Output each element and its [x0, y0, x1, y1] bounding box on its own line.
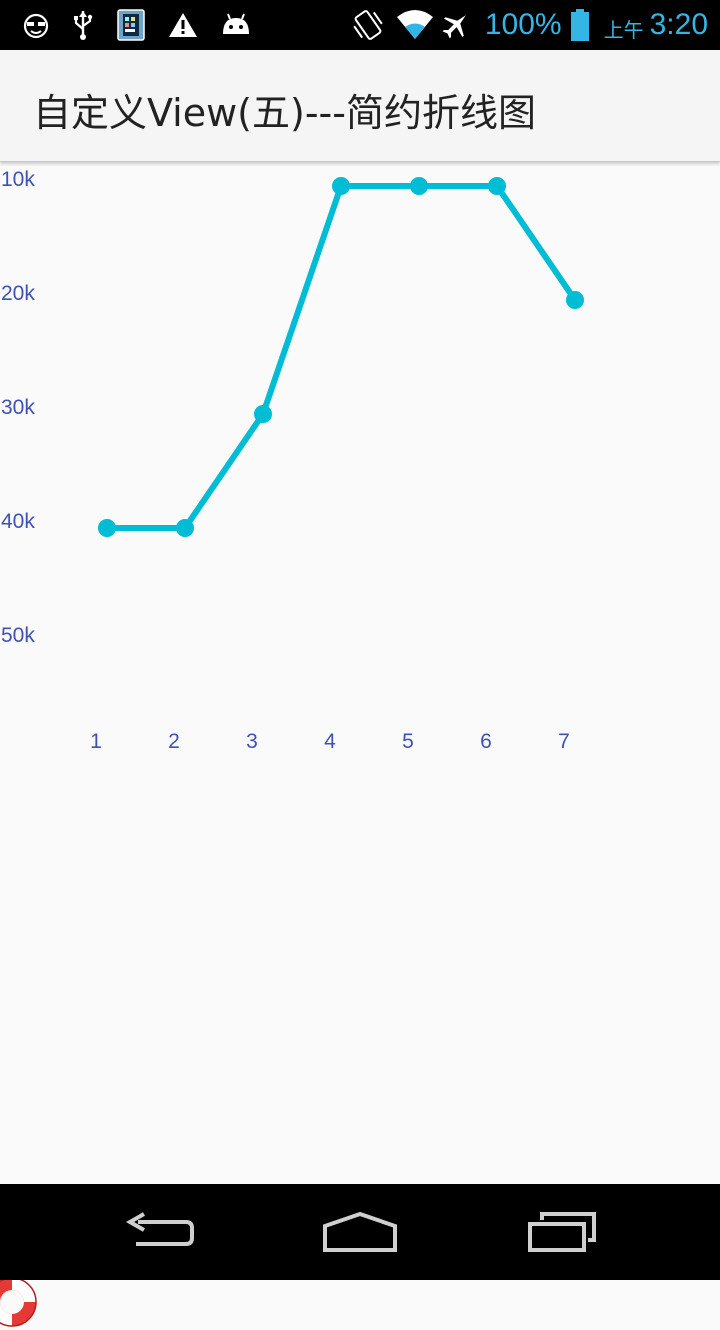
y-tick-label: 30k	[1, 396, 35, 419]
y-tick-label: 10k	[1, 168, 35, 191]
x-tick-label: 2	[168, 730, 180, 753]
y-tick-label: 50k	[1, 624, 35, 647]
back-icon	[125, 1212, 194, 1246]
airplane-icon	[442, 15, 466, 39]
page-title: 自定义View(五)---简约折线图	[33, 91, 536, 135]
navigation-bar	[0, 1184, 720, 1280]
x-tick-label: 5	[402, 730, 414, 753]
battery-percent: 100%	[484, 8, 562, 41]
data-point	[488, 177, 506, 195]
usb-icon	[74, 11, 93, 40]
home-button[interactable]	[300, 1184, 420, 1280]
status-bar: 100% 上午 3:20	[0, 0, 720, 50]
x-tick-label: 4	[324, 730, 336, 753]
line-chart-canvas: 10k 20k 30k 40k 50k 1 2 3 4 5 6 7	[1, 168, 584, 753]
lifebuoy-icon[interactable]	[0, 1274, 40, 1330]
x-tick-label: 1	[90, 730, 102, 753]
recents-button[interactable]	[502, 1184, 622, 1280]
action-bar: 自定义View(五)---简约折线图	[0, 50, 720, 162]
status-ampm: 上午	[603, 17, 644, 42]
data-point	[410, 177, 428, 195]
recents-icon	[528, 1212, 596, 1252]
data-point	[332, 177, 350, 195]
battery-icon	[570, 9, 589, 41]
y-tick-label: 40k	[1, 510, 35, 533]
wifi-icon	[396, 10, 433, 39]
notification-icons	[22, 9, 252, 41]
vibrate-icon	[353, 10, 383, 40]
warning-icon	[169, 13, 197, 37]
data-point	[98, 519, 116, 537]
system-status: 100% 上午 3:20	[351, 0, 708, 50]
x-tick-label: 3	[246, 730, 258, 753]
y-tick-label: 20k	[1, 282, 35, 305]
x-tick-label: 7	[558, 730, 570, 753]
sim-icon	[117, 9, 145, 41]
line-chart: 10k 20k 30k 40k 50k 1 2 3 4 5 6 7	[0, 162, 720, 1327]
android-icon	[223, 13, 249, 34]
x-tick-label: 6	[480, 730, 492, 753]
back-button[interactable]	[100, 1184, 220, 1280]
data-point	[176, 519, 194, 537]
series-line	[107, 183, 578, 531]
data-point	[566, 291, 584, 309]
data-point	[254, 405, 272, 423]
status-clock: 3:20	[649, 8, 708, 41]
face-icon	[23, 13, 49, 39]
home-icon	[323, 1211, 397, 1252]
